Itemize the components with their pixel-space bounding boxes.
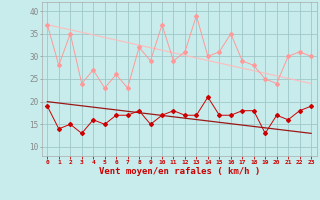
X-axis label: Vent moyen/en rafales ( km/h ): Vent moyen/en rafales ( km/h ) bbox=[99, 167, 260, 176]
